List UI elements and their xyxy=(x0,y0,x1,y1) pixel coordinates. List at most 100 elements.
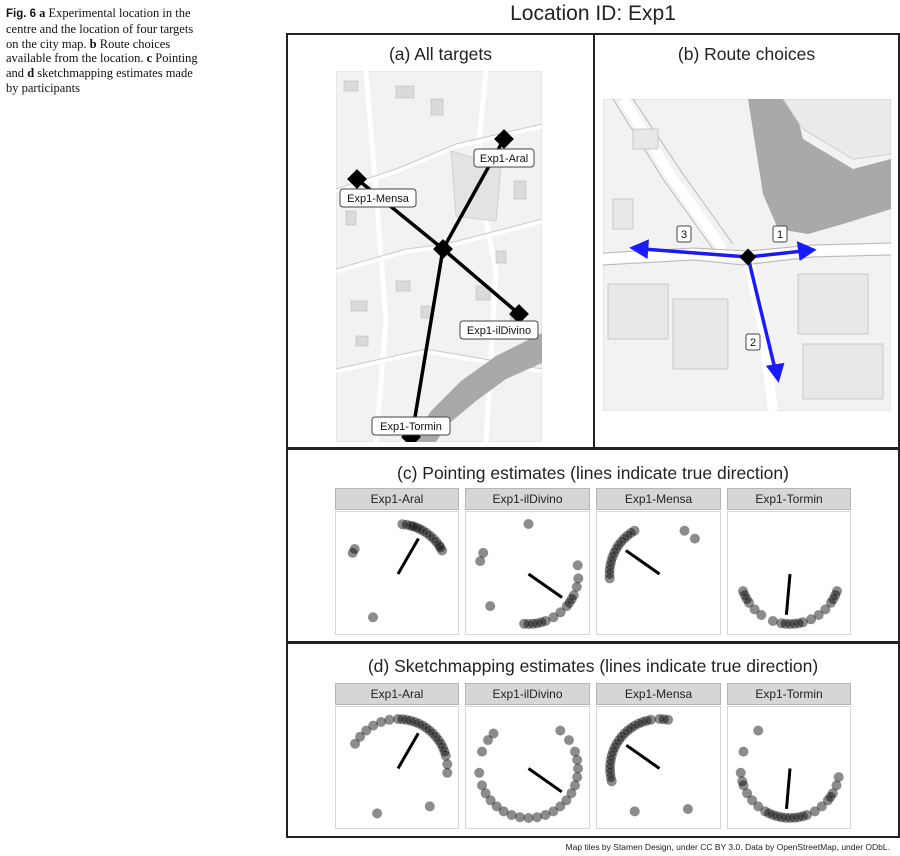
estimate-point xyxy=(689,533,700,544)
facet-strip-d-1: Exp1-Aral xyxy=(335,683,459,705)
estimate-point xyxy=(806,614,817,625)
estimate-point xyxy=(605,772,616,783)
estimate-point xyxy=(564,597,575,608)
panel-c-title: (c) Pointing estimates (lines indicate t… xyxy=(397,463,789,483)
estimate-point xyxy=(658,714,669,725)
estimate-point xyxy=(789,618,800,629)
route-label-1: 1 xyxy=(777,229,783,241)
true-direction-line xyxy=(527,572,563,599)
facet-strip-d-3: Exp1-Mensa xyxy=(596,683,721,705)
estimate-point xyxy=(622,725,633,736)
centre-marker xyxy=(433,239,453,259)
estimate-point xyxy=(561,795,572,806)
estimate-point xyxy=(793,618,804,629)
estimate-point xyxy=(776,812,787,823)
map-river xyxy=(411,333,542,442)
estimate-point xyxy=(633,718,644,729)
facet-strip-c-4: Exp1-Tormin xyxy=(727,488,851,510)
estimate-point xyxy=(608,746,618,757)
estimate-point xyxy=(616,536,627,547)
estimate-point xyxy=(616,731,627,742)
estimate-point xyxy=(826,597,836,608)
polar-plot-c-4 xyxy=(727,511,851,635)
facet-strip-c-3: Exp1-Mensa xyxy=(596,488,721,510)
estimate-point xyxy=(663,714,674,725)
estimate-point xyxy=(548,612,559,623)
estimate-point xyxy=(548,806,559,817)
estimate-point xyxy=(641,715,652,726)
estimate-point xyxy=(527,618,538,629)
estimate-point xyxy=(417,720,428,731)
estimate-point xyxy=(833,772,844,783)
polar-plot-d-1 xyxy=(335,706,459,829)
estimate-point xyxy=(555,607,566,618)
estimate-point xyxy=(540,810,551,820)
estimate-point xyxy=(619,533,630,544)
estimate-point xyxy=(532,812,543,823)
estimate-point xyxy=(604,569,615,579)
estimate-point xyxy=(747,795,758,806)
estimate-point xyxy=(735,767,746,778)
caption-letter-d: d xyxy=(27,66,35,81)
estimate-point xyxy=(478,547,489,558)
estimate-point xyxy=(793,812,804,823)
estimate-point xyxy=(741,594,752,604)
estimate-point xyxy=(536,617,547,628)
estimate-point xyxy=(555,801,566,812)
estimate-point xyxy=(753,725,764,736)
estimate-point xyxy=(572,560,583,571)
estimate-point xyxy=(572,754,583,765)
estimate-point xyxy=(626,723,637,733)
estimate-point xyxy=(744,597,754,608)
polar-plot-c-3 xyxy=(596,511,721,635)
estimate-point xyxy=(435,542,446,553)
estimate-point xyxy=(442,759,453,770)
caption-text-a: Experimental location in the centre and … xyxy=(6,6,194,51)
caption-text-c: Pointing and xyxy=(6,51,198,81)
panel-a-map: Exp1-Aral Exp1-Mensa Exp1-ilDivino Exp1-… xyxy=(336,71,542,442)
estimate-point xyxy=(789,812,800,823)
target-label-mensa: Exp1-Mensa xyxy=(347,193,410,205)
estimate-point xyxy=(613,540,624,551)
map-credit: Map tiles by Stamen Design, under CC BY … xyxy=(565,842,890,852)
estimate-point xyxy=(413,718,424,729)
estimate-point xyxy=(401,714,412,725)
estimate-point xyxy=(605,759,616,770)
estimate-point xyxy=(355,731,366,742)
panel-b-map: 3 1 2 xyxy=(603,99,891,411)
estimate-point xyxy=(679,525,690,536)
estimate-point xyxy=(519,618,530,629)
route-label-3: 3 xyxy=(681,229,687,241)
estimate-point xyxy=(619,728,630,739)
map-background xyxy=(336,71,542,442)
estimate-point xyxy=(611,738,622,749)
estimate-point xyxy=(532,618,543,629)
estimate-point xyxy=(397,714,408,725)
estimate-point xyxy=(604,564,615,575)
estimate-point xyxy=(372,808,383,819)
estimate-point xyxy=(785,619,795,629)
target-marker-ildivino xyxy=(509,304,529,324)
estimate-point xyxy=(797,811,808,822)
estimate-point xyxy=(435,738,446,749)
estimate-point xyxy=(801,810,812,820)
estimate-point xyxy=(625,528,636,538)
estimate-point xyxy=(483,735,493,746)
estimate-point xyxy=(738,780,749,791)
estimate-point xyxy=(737,776,748,787)
estimate-point xyxy=(831,780,842,791)
estimate-point xyxy=(645,714,656,725)
estimate-point xyxy=(780,618,791,629)
estimate-point xyxy=(606,776,617,787)
estimate-point xyxy=(376,717,387,727)
estimate-point xyxy=(749,604,760,615)
estimate-point xyxy=(739,590,750,601)
estimate-point xyxy=(418,525,428,536)
estimate-point xyxy=(409,717,420,727)
estimate-point xyxy=(738,586,748,597)
caption-letter-c: c xyxy=(146,51,153,66)
estimate-point xyxy=(430,731,441,742)
true-direction-line xyxy=(625,743,661,770)
estimate-point xyxy=(830,590,841,601)
estimate-point xyxy=(564,735,574,746)
